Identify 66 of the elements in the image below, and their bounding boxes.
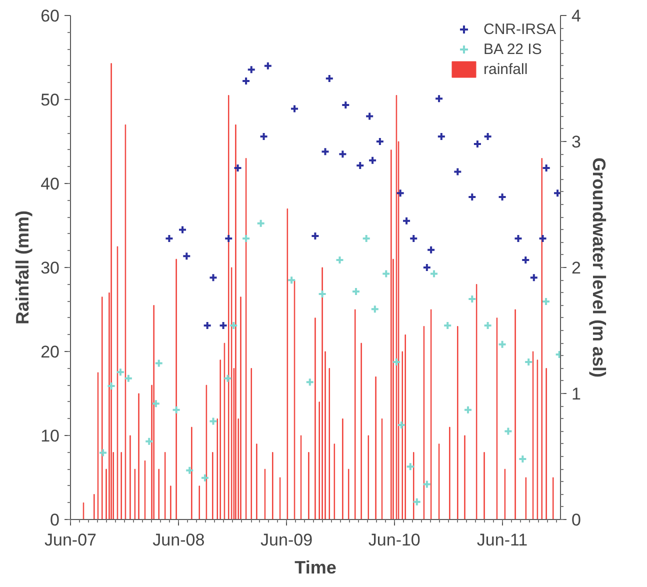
point xyxy=(370,304,380,314)
point xyxy=(524,358,534,366)
legend-label: rainfall xyxy=(483,60,528,78)
point xyxy=(246,65,256,74)
y-tick-label: 10 xyxy=(40,426,60,446)
y-tick-label: 0 xyxy=(50,510,60,530)
point xyxy=(223,374,232,383)
point xyxy=(397,420,406,430)
point xyxy=(422,480,432,489)
point xyxy=(504,426,513,436)
point xyxy=(172,405,181,414)
y-tick-label: 40 xyxy=(40,174,60,194)
point xyxy=(208,273,218,282)
point xyxy=(426,245,436,254)
point xyxy=(468,294,477,304)
point xyxy=(208,416,218,426)
point xyxy=(144,436,154,446)
x-tick-label: Jun-07 xyxy=(44,530,96,550)
x-tick-label: Jun-08 xyxy=(152,530,205,550)
point xyxy=(320,147,330,156)
point xyxy=(182,252,192,261)
point xyxy=(310,232,320,240)
point xyxy=(498,340,507,349)
y2-tick-label: 1 xyxy=(572,384,581,404)
y2-tick-label: 2 xyxy=(572,258,581,278)
point xyxy=(375,137,384,146)
x-axis-title: Time xyxy=(294,558,336,578)
y-axis-title: Rainfall (mm) xyxy=(12,210,33,325)
point xyxy=(200,473,210,482)
y-tick-label: 20 xyxy=(40,342,60,362)
point xyxy=(154,358,164,368)
y2-axis-title: Groundwater level (m asl) xyxy=(588,157,609,378)
x-tick-label: Jun-10 xyxy=(368,530,420,550)
y-tick-label: 50 xyxy=(40,90,60,110)
point xyxy=(151,399,160,408)
point xyxy=(256,218,266,228)
point xyxy=(422,263,432,272)
y-tick-label: 60 xyxy=(40,6,60,26)
point xyxy=(368,156,378,165)
point xyxy=(185,466,194,475)
point xyxy=(392,358,401,366)
point xyxy=(305,378,314,387)
point xyxy=(124,374,133,383)
y2-tick-label: 4 xyxy=(572,6,581,26)
x-tick-label: Jun-11 xyxy=(476,530,528,550)
y2-tick-label: 0 xyxy=(572,510,581,530)
point xyxy=(263,61,272,70)
point xyxy=(396,188,405,198)
point xyxy=(529,273,538,282)
point xyxy=(290,104,300,114)
point xyxy=(402,216,412,226)
point xyxy=(412,497,422,506)
point xyxy=(406,462,415,472)
point xyxy=(382,269,391,278)
point xyxy=(287,276,296,285)
y-tick-label: 30 xyxy=(40,258,60,278)
point xyxy=(116,368,125,377)
legend-label: BA 22 IS xyxy=(483,40,542,58)
point xyxy=(338,150,348,159)
y2-tick-label: 3 xyxy=(572,132,581,152)
point xyxy=(365,112,374,121)
point xyxy=(324,74,334,83)
point xyxy=(453,167,462,176)
x-tick-label: Jun-09 xyxy=(260,530,313,550)
legend-label: CNR-IRSA xyxy=(483,20,556,38)
point xyxy=(434,94,444,104)
